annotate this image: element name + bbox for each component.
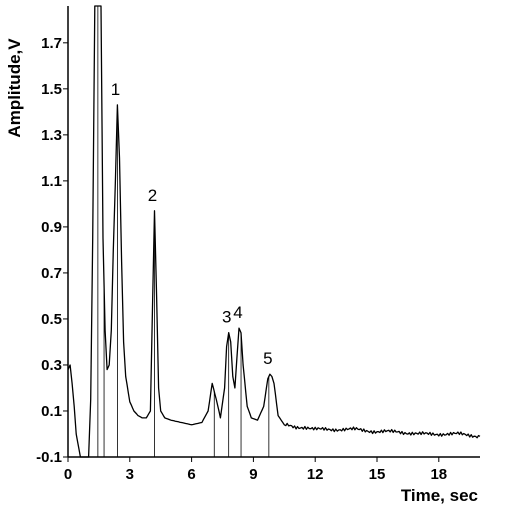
peak-drop-lines bbox=[97, 6, 270, 457]
y-axis-title: Amplitude,V bbox=[5, 38, 24, 138]
axes bbox=[63, 6, 480, 462]
y-tick-label: -0.1 bbox=[36, 449, 62, 466]
x-axis-title: Time, sec bbox=[401, 486, 478, 505]
y-tick-label: 1.1 bbox=[41, 173, 62, 190]
x-tick-label: 3 bbox=[126, 466, 134, 483]
x-tick-label: 9 bbox=[249, 466, 257, 483]
tick-labels: 0 3 6 9 12 15 18-0.10.10.30.50.70.91.11.31.51.… bbox=[36, 35, 447, 483]
peak-label-3: 3 bbox=[222, 308, 231, 327]
y-tick-label: 0.3 bbox=[41, 357, 62, 374]
x-tick-label: 12 bbox=[307, 466, 324, 483]
y-tick-label: 1.7 bbox=[41, 35, 62, 52]
x-tick-label: 18 bbox=[430, 466, 447, 483]
peak-label-4: 4 bbox=[233, 303, 242, 322]
peak-label-2: 2 bbox=[148, 186, 157, 205]
y-tick-label: 0.1 bbox=[41, 403, 62, 420]
x-tick-label: 0 bbox=[64, 466, 72, 483]
x-tick-label: 15 bbox=[369, 466, 386, 483]
peak-labels: 1 2 3 4 5 bbox=[111, 80, 273, 368]
y-tick-label: 0.5 bbox=[41, 311, 62, 328]
series-line-0 bbox=[67, 5, 481, 458]
y-tick-label: 0.7 bbox=[41, 265, 62, 282]
y-tick-label: 1.3 bbox=[41, 127, 62, 144]
y-tick-label: 1.5 bbox=[41, 81, 62, 98]
y-tick-label: 0.9 bbox=[41, 219, 62, 236]
peak-label-5: 5 bbox=[263, 349, 272, 368]
series-group bbox=[67, 5, 481, 458]
peak-label-1: 1 bbox=[111, 80, 120, 99]
x-tick-label: 6 bbox=[187, 466, 195, 483]
